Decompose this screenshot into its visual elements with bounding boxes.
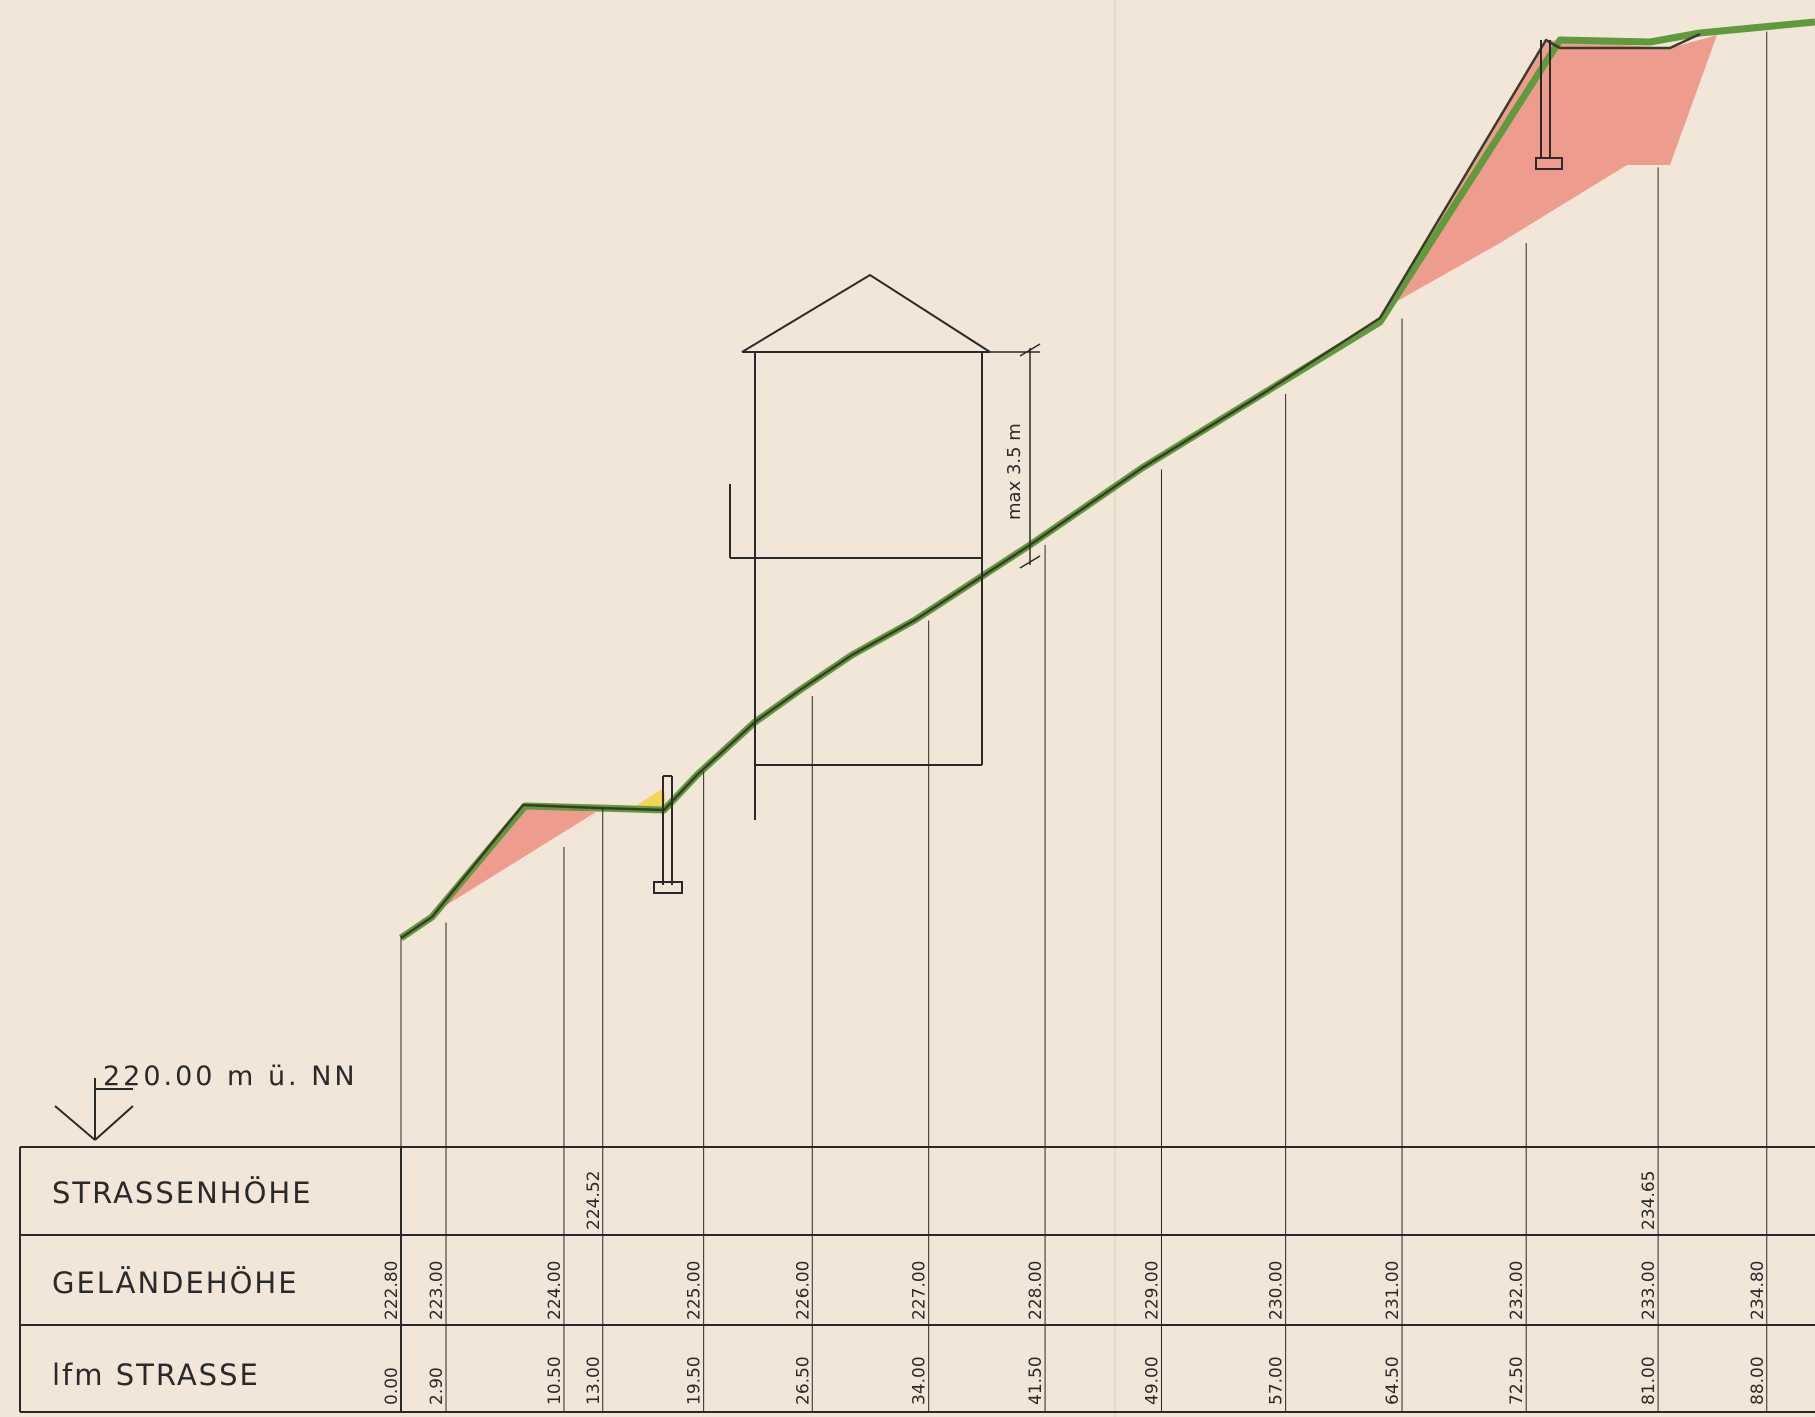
cut-area-lower-main xyxy=(432,806,596,914)
lfm-strasse-value: 26.50 xyxy=(793,1356,813,1405)
gelaendehoehe-value: 234.80 xyxy=(1748,1261,1768,1320)
gelaendehoehe-value: 226.00 xyxy=(793,1261,813,1320)
table-values: 222.80 0.00 223.00 2.90 224.00 10.50 224.52 13.… xyxy=(382,1171,1768,1405)
strassenhoehe-value: 224.52 xyxy=(584,1171,604,1230)
gelaendehoehe-value: 231.00 xyxy=(1383,1261,1403,1320)
lfm-strasse-value: 64.50 xyxy=(1383,1356,1403,1405)
lfm-strasse-value: 34.00 xyxy=(910,1356,930,1405)
gelaendehoehe-value: 232.00 xyxy=(1507,1261,1527,1320)
datum-marker xyxy=(54,1078,134,1141)
fill-area-yellow xyxy=(632,788,666,808)
row-label-strassenhoehe: STRASSENHÖHE xyxy=(52,1176,313,1210)
datum-label: 220.00 m ü. NN xyxy=(103,1061,358,1092)
gelaendehoehe-value: 233.00 xyxy=(1639,1261,1659,1320)
lfm-strasse-value: 0.00 xyxy=(382,1367,402,1405)
lfm-strasse-value: 2.90 xyxy=(427,1367,447,1405)
gelaendehoehe-value: 230.00 xyxy=(1267,1261,1287,1320)
station-verticals xyxy=(400,31,1768,1412)
gelaendehoehe-value: 228.00 xyxy=(1026,1261,1046,1320)
gelaendehoehe-value: 225.00 xyxy=(685,1261,705,1320)
lfm-strasse-value: 41.50 xyxy=(1026,1356,1046,1405)
data-table xyxy=(19,1146,1815,1413)
lfm-strasse-value: 10.50 xyxy=(545,1356,565,1405)
house-height-note: max 3.5 m xyxy=(1004,423,1025,520)
cut-fill-areas xyxy=(432,35,1717,914)
gelaendehoehe-value: 227.00 xyxy=(910,1261,930,1320)
height-dimension xyxy=(990,343,1041,569)
retaining-wall-upper xyxy=(1535,40,1563,170)
lfm-strasse-value: 72.50 xyxy=(1507,1356,1527,1405)
lfm-strasse-value: 13.00 xyxy=(584,1356,604,1405)
lfm-strasse-value: 57.00 xyxy=(1267,1356,1287,1405)
lfm-strasse-value: 19.50 xyxy=(685,1356,705,1405)
lfm-strasse-value: 88.00 xyxy=(1748,1356,1768,1405)
terrain-line xyxy=(400,32,1701,940)
gelaendehoehe-value: 224.00 xyxy=(545,1261,565,1320)
retaining-wall-lower xyxy=(653,775,683,894)
strassenhoehe-value: 234.65 xyxy=(1639,1171,1659,1230)
lfm-strasse-value: 49.00 xyxy=(1142,1356,1162,1405)
gelaendehoehe-value: 222.80 xyxy=(382,1261,402,1320)
cut-area-upper xyxy=(1385,35,1717,308)
row-label-gelaendehoehe: GELÄNDEHÖHE xyxy=(52,1266,299,1300)
row-label-lfm-strasse: lfm STRASSE xyxy=(52,1358,260,1392)
lfm-strasse-value: 81.00 xyxy=(1639,1356,1659,1405)
gelaendehoehe-value: 223.00 xyxy=(427,1261,447,1320)
gelaendehoehe-value: 229.00 xyxy=(1142,1261,1162,1320)
house-outline xyxy=(729,273,991,820)
